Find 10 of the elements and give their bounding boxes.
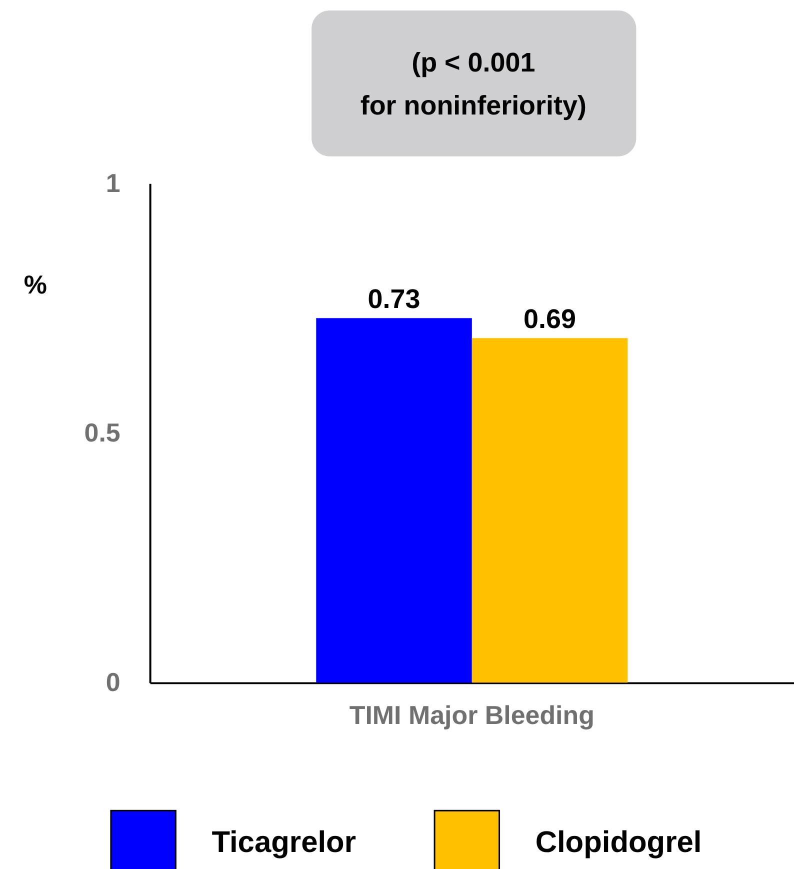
y-axis-title: % <box>24 270 47 300</box>
data-label: 0.73 <box>368 284 420 314</box>
legend-label: Clopidogrel <box>535 826 702 860</box>
y-tick-label: 0.5 <box>84 417 120 448</box>
x-tick-label: TIMI Major Bleeding <box>349 700 594 730</box>
y-tick-label: 0 <box>106 667 120 698</box>
y-tick-label: 1 <box>106 168 120 198</box>
text: (p < 0.001 for noninferiority) <box>360 47 586 120</box>
legend-label: Ticagrelor <box>212 826 356 860</box>
data-label: 0.69 <box>524 304 576 334</box>
